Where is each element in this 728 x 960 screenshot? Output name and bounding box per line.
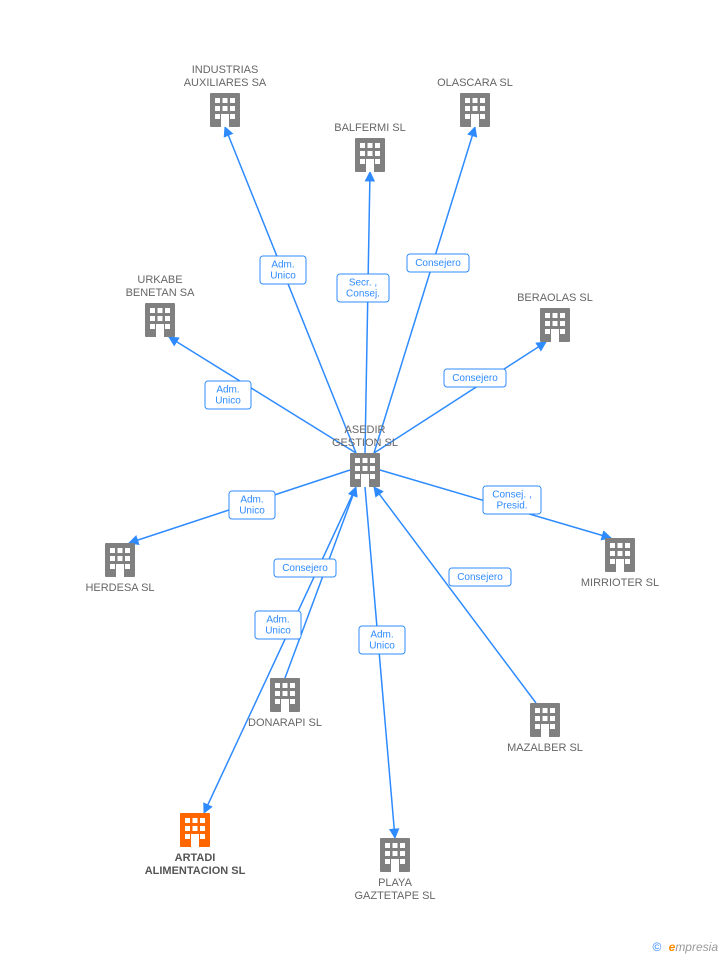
node-mirrioter[interactable]: MIRRIOTER SL	[581, 538, 659, 589]
node-label: URKABE	[137, 274, 182, 286]
node-herdesa[interactable]: HERDESA SL	[85, 543, 154, 594]
node-asedir[interactable]: ASEDIRGESTION SL	[332, 424, 398, 487]
edge-asedir-balfermi	[365, 172, 370, 453]
svg-text:Adm.: Adm.	[216, 385, 239, 396]
edge-label-asedir-beraolas: Consejero	[444, 369, 506, 387]
edge-asedir-beraolas	[374, 342, 546, 453]
svg-text:Unico: Unico	[215, 396, 241, 407]
edge-label-asedir-artadi: Adm.Unico	[255, 611, 301, 639]
node-label: DONARAPI SL	[248, 717, 322, 729]
node-label: GAZTETAPE SL	[354, 890, 435, 902]
edge-mazalber-asedir	[374, 487, 536, 703]
node-beraolas[interactable]: BERAOLAS SL	[517, 292, 593, 342]
building-icon	[210, 93, 240, 127]
node-label: ALIMENTACION SL	[145, 865, 246, 877]
node-label: PLAYA	[378, 877, 412, 889]
building-icon	[105, 543, 135, 577]
node-label: GESTION SL	[332, 437, 398, 449]
edge-donarapi-asedir	[285, 487, 356, 678]
svg-text:Unico: Unico	[239, 506, 265, 517]
building-icon	[460, 93, 490, 127]
svg-text:Presid.: Presid.	[496, 501, 527, 512]
node-label: INDUSTRIAS	[192, 64, 259, 76]
edge-asedir-urkabe	[169, 337, 356, 453]
edge-label-asedir-playa: Adm.Unico	[359, 626, 405, 654]
building-icon	[270, 678, 300, 712]
node-label: ASEDIR	[345, 424, 386, 436]
node-label: MAZALBER SL	[507, 742, 583, 754]
network-diagram: Adm.UnicoSecr. ,Consej.ConsejeroAdm.Unic…	[0, 0, 728, 960]
building-icon	[355, 138, 385, 172]
svg-text:Adm.: Adm.	[370, 630, 393, 641]
svg-text:Adm.: Adm.	[266, 615, 289, 626]
node-label: HERDESA SL	[85, 582, 154, 594]
svg-text:Unico: Unico	[369, 641, 395, 652]
node-label: BERAOLAS SL	[517, 292, 593, 304]
brand-rest: mpresia	[675, 940, 718, 954]
svg-text:Secr. ,: Secr. ,	[349, 278, 377, 289]
copyright-symbol: ©	[652, 940, 661, 954]
edge-asedir-playa	[365, 487, 395, 838]
node-label: OLASCARA SL	[437, 77, 513, 89]
svg-text:Adm.: Adm.	[271, 260, 294, 271]
svg-text:Consejero: Consejero	[282, 563, 328, 574]
node-artadi[interactable]: ARTADIALIMENTACION SL	[145, 813, 246, 877]
node-label: BENETAN SA	[126, 287, 196, 299]
node-playa[interactable]: PLAYAGAZTETAPE SL	[354, 838, 435, 902]
edge-label-donarapi-asedir: Consejero	[274, 559, 336, 577]
building-icon	[145, 303, 175, 337]
svg-text:Unico: Unico	[265, 626, 291, 637]
node-industrias[interactable]: INDUSTRIASAUXILIARES SA	[184, 64, 267, 127]
node-urkabe[interactable]: URKABEBENETAN SA	[126, 274, 196, 337]
svg-text:Consejero: Consejero	[415, 258, 461, 269]
edge-label-asedir-industrias: Adm.Unico	[260, 256, 306, 284]
svg-text:Consej. ,: Consej. ,	[492, 490, 531, 501]
node-label: BALFERMI SL	[334, 122, 406, 134]
edge-label-asedir-urkabe: Adm.Unico	[205, 381, 251, 409]
edge-label-asedir-mirrioter: Consej. ,Presid.	[483, 486, 541, 514]
building-icon	[180, 813, 210, 847]
node-balfermi[interactable]: BALFERMI SL	[334, 122, 406, 172]
node-label: ARTADI	[175, 852, 216, 864]
building-icon	[605, 538, 635, 572]
building-icon	[540, 308, 570, 342]
svg-text:Consejero: Consejero	[452, 373, 498, 384]
edge-label-asedir-balfermi: Secr. ,Consej.	[337, 274, 389, 302]
svg-text:Consej.: Consej.	[346, 289, 380, 300]
footer-credit: © empresia	[652, 940, 718, 954]
node-donarapi[interactable]: DONARAPI SL	[248, 678, 322, 729]
edge-label-mazalber-asedir: Consejero	[449, 568, 511, 586]
edge-asedir-artadi	[204, 487, 356, 813]
svg-text:Unico: Unico	[270, 271, 296, 282]
edge-label-asedir-herdesa: Adm.Unico	[229, 491, 275, 519]
svg-text:Consejero: Consejero	[457, 572, 503, 583]
building-icon	[380, 838, 410, 872]
building-icon	[530, 703, 560, 737]
node-label: AUXILIARES SA	[184, 77, 267, 89]
edge-label-asedir-olascara: Consejero	[407, 254, 469, 272]
node-olascara[interactable]: OLASCARA SL	[437, 77, 513, 127]
building-icon	[350, 453, 380, 487]
svg-text:Adm.: Adm.	[240, 495, 263, 506]
node-label: MIRRIOTER SL	[581, 577, 659, 589]
node-mazalber[interactable]: MAZALBER SL	[507, 703, 583, 754]
